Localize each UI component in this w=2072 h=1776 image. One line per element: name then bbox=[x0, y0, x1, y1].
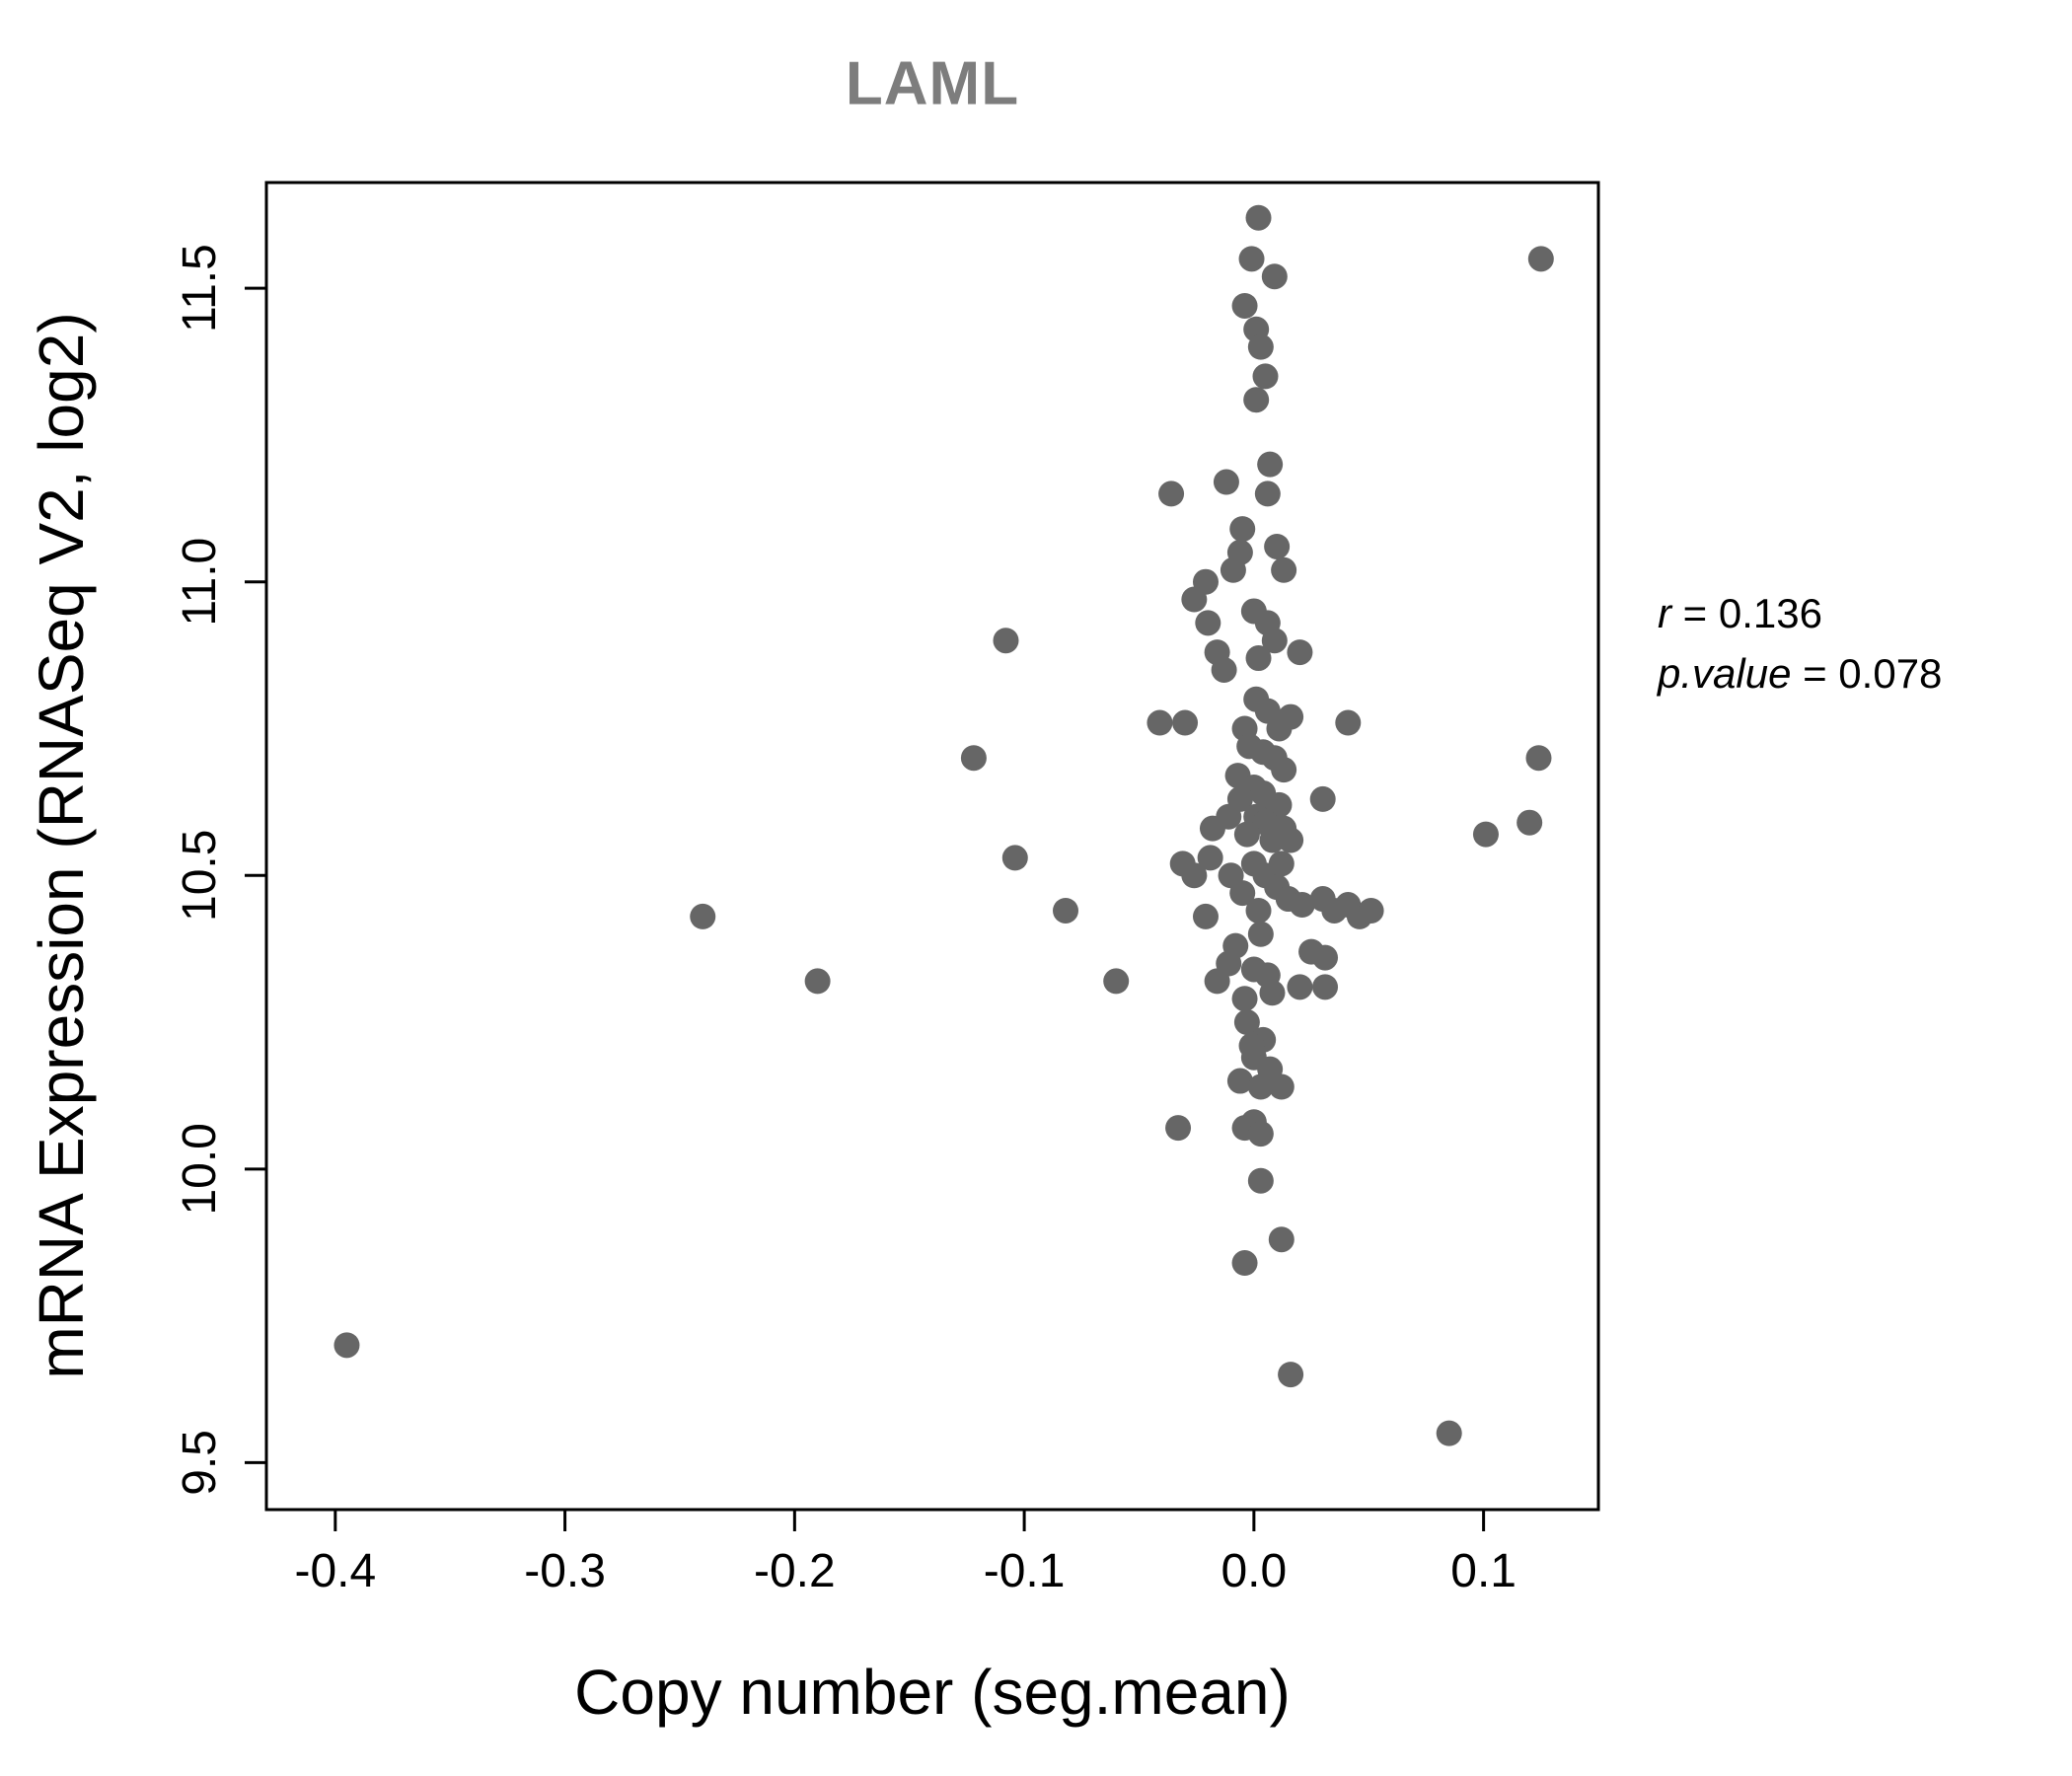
data-point bbox=[1243, 387, 1270, 413]
r-value-text: = 0.136 bbox=[1671, 590, 1822, 636]
data-point bbox=[1261, 628, 1288, 654]
p-var-label: p.value bbox=[1658, 649, 1792, 697]
y-axis-title: mRNA Expression (RNASeq V2, log2) bbox=[26, 312, 97, 1379]
data-point bbox=[1213, 469, 1239, 495]
data-point bbox=[1278, 827, 1304, 853]
data-point bbox=[1252, 363, 1279, 390]
x-tick-label: 0.1 bbox=[1450, 1545, 1517, 1597]
data-point bbox=[690, 903, 716, 929]
data-point bbox=[1204, 968, 1230, 995]
data-point bbox=[1525, 745, 1552, 772]
data-point bbox=[1309, 785, 1336, 812]
data-point bbox=[1358, 897, 1384, 924]
data-point bbox=[960, 745, 987, 772]
x-axis-title: Copy number (seg.mean) bbox=[574, 1657, 1291, 1728]
r-value-line: r = 0.136 bbox=[1658, 584, 1942, 644]
data-point bbox=[1197, 845, 1223, 871]
y-tick-label: 10.5 bbox=[174, 830, 226, 922]
data-point bbox=[1001, 845, 1028, 871]
x-tick-label: -0.2 bbox=[754, 1545, 836, 1597]
data-point bbox=[1527, 246, 1554, 272]
data-point bbox=[1271, 757, 1297, 783]
x-tick-label: -0.4 bbox=[294, 1545, 376, 1597]
data-point bbox=[1181, 586, 1208, 613]
data-point bbox=[1172, 709, 1199, 736]
correlation-annotation: r = 0.136 p.value = 0.078 bbox=[1658, 584, 1942, 704]
data-point bbox=[1335, 709, 1362, 736]
data-point bbox=[1250, 739, 1277, 766]
data-point bbox=[1226, 1068, 1253, 1094]
data-point bbox=[1517, 809, 1543, 836]
data-point bbox=[1247, 1073, 1274, 1100]
data-point bbox=[1245, 897, 1272, 924]
data-point bbox=[1247, 333, 1274, 360]
data-point bbox=[1436, 1420, 1462, 1446]
data-point bbox=[1103, 968, 1130, 995]
data-point bbox=[1231, 986, 1258, 1012]
y-tick-label: 11.5 bbox=[174, 244, 226, 333]
data-point bbox=[1268, 1226, 1295, 1253]
x-tick-label: -0.1 bbox=[984, 1545, 1066, 1597]
data-point bbox=[1278, 1362, 1304, 1388]
data-point bbox=[1312, 974, 1339, 1000]
x-tick-label: 0.0 bbox=[1221, 1545, 1287, 1597]
data-point bbox=[1195, 610, 1221, 636]
data-point bbox=[1147, 709, 1173, 736]
data-point bbox=[1254, 481, 1281, 507]
data-point bbox=[804, 968, 831, 995]
data-point bbox=[1231, 1250, 1258, 1277]
plot-box bbox=[264, 181, 1600, 1512]
data-point bbox=[1229, 880, 1256, 907]
data-point bbox=[1287, 974, 1313, 1000]
data-point bbox=[1268, 1073, 1295, 1100]
data-point bbox=[1245, 645, 1272, 672]
data-point bbox=[1289, 892, 1315, 919]
data-point bbox=[1231, 292, 1258, 319]
r-var-label: r bbox=[1658, 590, 1671, 636]
data-point bbox=[1238, 246, 1265, 272]
chart-title: LAML bbox=[845, 49, 1020, 118]
p-value-text: = 0.078 bbox=[1791, 649, 1943, 697]
data-point bbox=[1211, 656, 1237, 683]
data-point bbox=[1238, 1032, 1265, 1059]
data-point bbox=[1229, 516, 1256, 543]
y-tick-label: 10.0 bbox=[174, 1123, 226, 1215]
data-point bbox=[1259, 980, 1286, 1006]
data-point bbox=[1220, 556, 1246, 583]
data-point bbox=[1472, 821, 1499, 848]
data-point bbox=[1278, 703, 1304, 730]
data-point bbox=[1245, 204, 1272, 231]
data-point bbox=[1053, 897, 1078, 924]
data-point bbox=[1181, 862, 1208, 889]
data-point bbox=[1233, 1009, 1260, 1036]
x-tick-label: -0.3 bbox=[524, 1545, 606, 1597]
data-point bbox=[333, 1332, 360, 1359]
p-value-line: p.value = 0.078 bbox=[1658, 644, 1942, 704]
y-tick-label: 11.0 bbox=[174, 538, 226, 627]
data-point bbox=[1192, 903, 1219, 929]
data-point bbox=[1268, 851, 1295, 877]
data-point bbox=[1264, 533, 1291, 559]
data-point bbox=[1233, 821, 1260, 848]
data-point bbox=[1222, 932, 1249, 959]
data-point bbox=[1165, 1115, 1192, 1142]
data-point bbox=[1287, 639, 1313, 666]
data-point bbox=[1247, 921, 1274, 947]
data-point bbox=[1199, 815, 1225, 842]
data-point bbox=[1271, 556, 1297, 583]
data-point bbox=[1261, 263, 1288, 290]
data-point bbox=[1259, 827, 1286, 853]
data-point bbox=[1247, 1121, 1274, 1147]
data-point bbox=[1266, 791, 1293, 818]
data-point bbox=[993, 628, 1019, 654]
data-point bbox=[1158, 481, 1185, 507]
data-point bbox=[1257, 451, 1284, 478]
data-point bbox=[1247, 1167, 1274, 1194]
y-tick-label: 9.5 bbox=[174, 1430, 226, 1496]
data-point bbox=[1312, 944, 1339, 971]
